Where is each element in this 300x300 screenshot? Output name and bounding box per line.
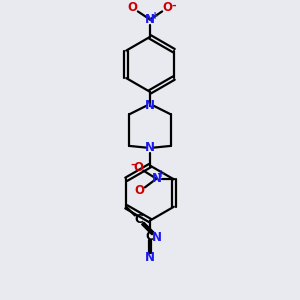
Text: O: O (134, 161, 143, 174)
Text: N: N (152, 231, 162, 244)
Text: O: O (128, 2, 138, 14)
Text: -: - (171, 1, 176, 10)
Text: N: N (145, 251, 155, 264)
Text: +: + (157, 169, 165, 179)
Text: O: O (135, 184, 145, 197)
Text: +: + (151, 11, 159, 21)
Text: -: - (130, 160, 135, 170)
Text: N: N (145, 141, 155, 154)
Text: C: C (135, 213, 143, 226)
Text: N: N (152, 172, 161, 185)
Text: N: N (145, 99, 155, 112)
Text: C: C (146, 230, 154, 243)
Text: O: O (162, 2, 172, 14)
Text: N: N (145, 13, 155, 26)
